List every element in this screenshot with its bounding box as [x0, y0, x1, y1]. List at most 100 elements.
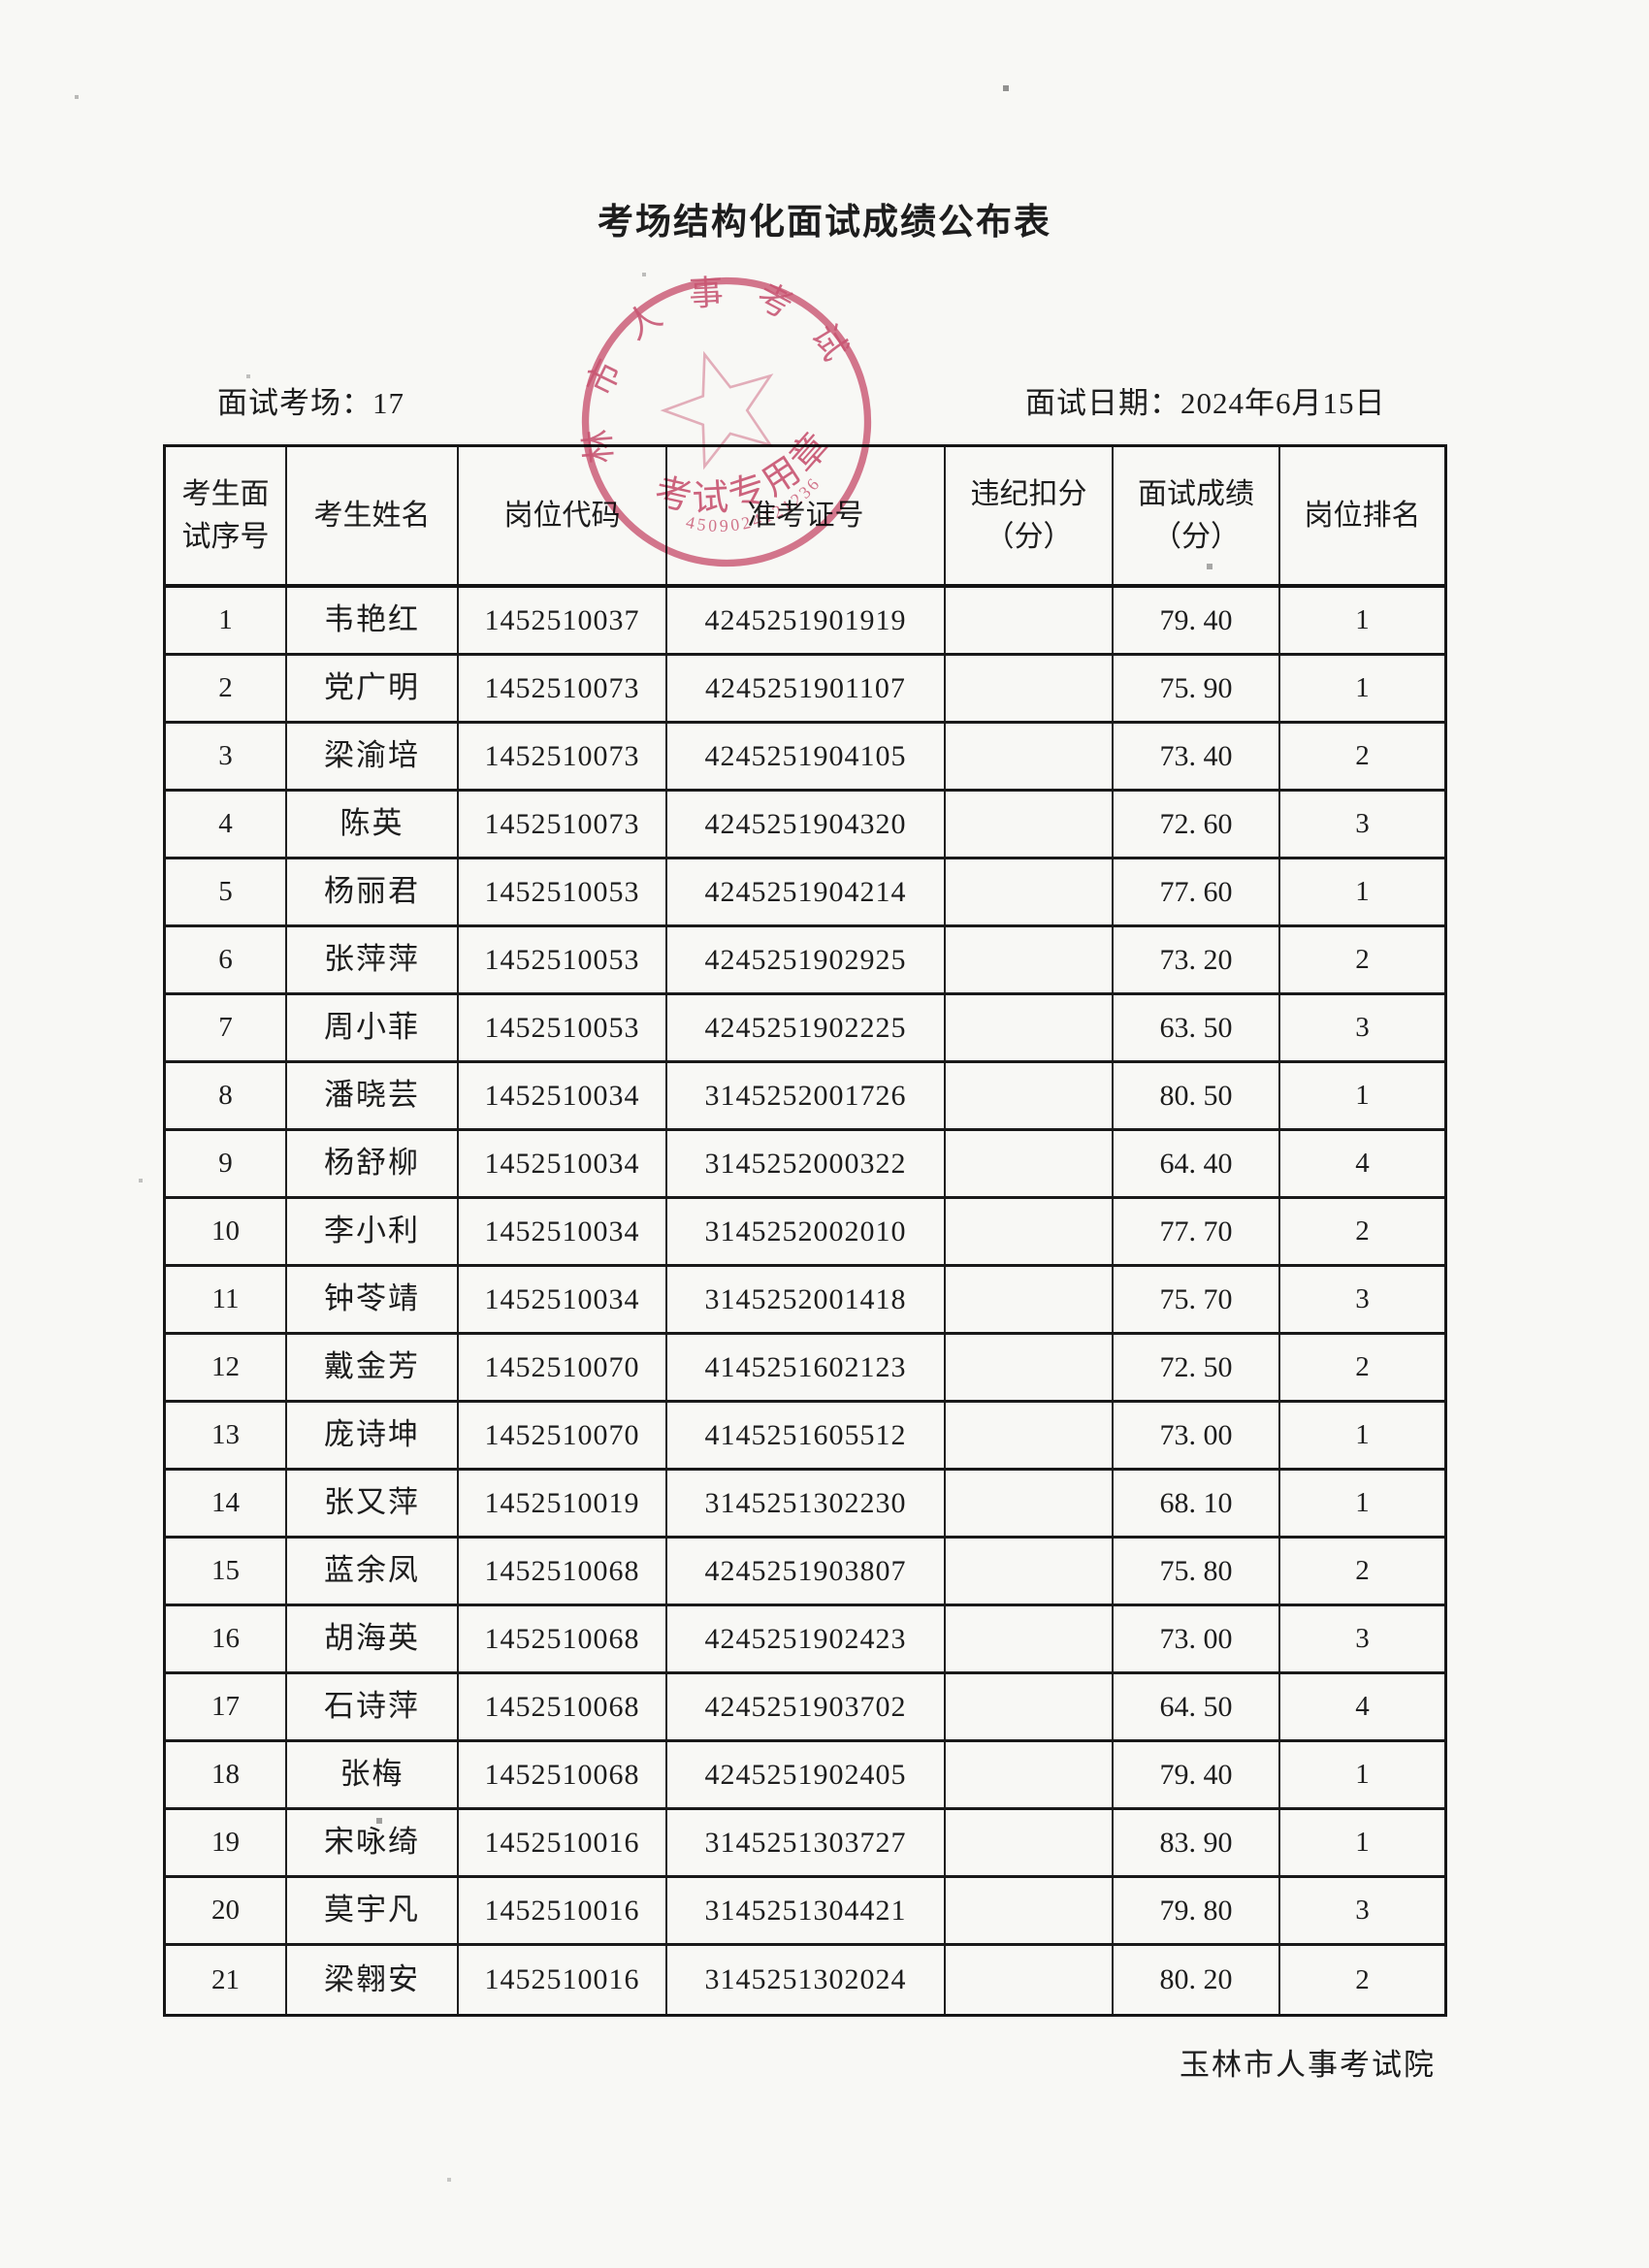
table-row: 17 石诗萍 1452510068 4245251903702 64. 50 4 [166, 1674, 1444, 1742]
cell-name: 李小利 [287, 1199, 459, 1264]
cell-ticket-no: 4245251902423 [667, 1606, 946, 1671]
cell-rank: 2 [1355, 1963, 1370, 1995]
cell-score: 68. 10 [1114, 1471, 1280, 1536]
cell-name: 党广明 [287, 656, 459, 721]
cell-name: 石诗萍 [287, 1674, 459, 1739]
table-row: 21 梁翱安 1452510016 3145251302024 80. 20 2 [166, 1946, 1444, 2014]
cell-seq: 14 [166, 1471, 287, 1536]
cell-name: 戴金芳 [287, 1335, 459, 1400]
cell-deduction [946, 1471, 1114, 1536]
cell-ticket-no: 4245251904320 [667, 792, 946, 857]
cell-rank: 3 [1355, 1283, 1370, 1315]
cell-job-code: 1452510053 [459, 927, 667, 992]
cell-deduction [946, 656, 1114, 721]
cell-ticket-no: 3145251302024 [667, 1946, 946, 2014]
cell-deduction [946, 1606, 1114, 1671]
cell-job-code: 1452510073 [459, 656, 667, 721]
cell-job-code: 1452510034 [459, 1267, 667, 1332]
header-name: 考生姓名 [287, 447, 459, 584]
cell-ticket-no: 4245251904214 [667, 859, 946, 924]
cell-seq: 21 [166, 1946, 287, 2014]
cell-seq: 9 [166, 1131, 287, 1196]
cell-seq: 20 [166, 1878, 287, 1943]
table-row: 1 韦艳红 1452510037 4245251901919 79. 40 1 [166, 588, 1444, 656]
cell-name: 张萍萍 [287, 927, 459, 992]
cell-job-code: 1452510068 [459, 1539, 667, 1604]
cell-deduction [946, 1131, 1114, 1196]
cell-seq: 12 [166, 1335, 287, 1400]
table-header-row: 考生面 试序号 考生姓名 岗位代码 准考证号 违纪扣分 （分） 面试成绩 （分）… [166, 447, 1444, 588]
table-row: 4 陈英 1452510073 4245251904320 72. 60 3 [166, 792, 1444, 859]
table-row: 12 戴金芳 1452510070 4145251602123 72. 50 2 [166, 1335, 1444, 1403]
cell-seq: 3 [166, 724, 287, 789]
cell-job-code: 1452510068 [459, 1606, 667, 1671]
cell-score: 75. 70 [1114, 1267, 1280, 1332]
exam-room-label: 面试考场：17 [217, 386, 404, 420]
cell-ticket-no: 4245251902405 [667, 1742, 946, 1807]
cell-job-code: 1452510053 [459, 995, 667, 1060]
cell-rank: 2 [1355, 944, 1370, 976]
table-row: 7 周小菲 1452510053 4245251902225 63. 50 3 [166, 995, 1444, 1063]
table-row: 5 杨丽君 1452510053 4245251904214 77. 60 1 [166, 859, 1444, 927]
table-row: 10 李小利 1452510034 3145252002010 77. 70 2 [166, 1199, 1444, 1267]
cell-rank: 3 [1355, 1012, 1370, 1044]
cell-name: 张又萍 [287, 1471, 459, 1536]
cell-job-code: 1452510070 [459, 1335, 667, 1400]
cell-name: 韦艳红 [287, 588, 459, 653]
header-seq: 考生面 试序号 [166, 447, 287, 584]
cell-rank: 2 [1355, 1351, 1370, 1383]
cell-score: 77. 70 [1114, 1199, 1280, 1264]
cell-ticket-no: 3145251303727 [667, 1810, 946, 1875]
cell-name: 宋咏绮 [287, 1810, 459, 1875]
cell-score: 75. 90 [1114, 656, 1280, 721]
cell-job-code: 1452510070 [459, 1403, 667, 1468]
cell-seq: 8 [166, 1063, 287, 1128]
cell-job-code: 1452510068 [459, 1674, 667, 1739]
cell-rank: 4 [1355, 1691, 1370, 1723]
cell-name: 潘晓芸 [287, 1063, 459, 1128]
cell-name: 周小菲 [287, 995, 459, 1060]
cell-name: 庞诗坤 [287, 1403, 459, 1468]
cell-rank: 1 [1355, 1080, 1370, 1112]
cell-rank: 3 [1355, 1895, 1370, 1927]
cell-name: 张梅 [287, 1742, 459, 1807]
cell-rank: 4 [1355, 1148, 1370, 1180]
cell-score: 73. 00 [1114, 1606, 1280, 1671]
cell-deduction [946, 1946, 1114, 2014]
cell-name: 蓝余凤 [287, 1539, 459, 1604]
cell-score: 80. 50 [1114, 1063, 1280, 1128]
table-row: 8 潘晓芸 1452510034 3145252001726 80. 50 1 [166, 1063, 1444, 1131]
cell-ticket-no: 3145252001418 [667, 1267, 946, 1332]
cell-job-code: 1452510068 [459, 1742, 667, 1807]
cell-rank: 3 [1355, 808, 1370, 840]
cell-ticket-no: 4245251903807 [667, 1539, 946, 1604]
cell-ticket-no: 3145252001726 [667, 1063, 946, 1128]
cell-rank: 3 [1355, 1623, 1370, 1655]
cell-ticket-no: 4145251605512 [667, 1403, 946, 1468]
cell-seq: 2 [166, 656, 287, 721]
cell-rank: 1 [1355, 604, 1370, 636]
page-title: 考场结构化面试成绩公布表 [598, 202, 1051, 242]
cell-deduction [946, 1878, 1114, 1943]
table-row: 14 张又萍 1452510019 3145251302230 68. 10 1 [166, 1471, 1444, 1539]
cell-score: 77. 60 [1114, 859, 1280, 924]
table-row: 15 蓝余凤 1452510068 4245251903807 75. 80 2 [166, 1539, 1444, 1606]
header-ticket-no: 准考证号 [667, 447, 946, 584]
cell-rank: 1 [1355, 1759, 1370, 1791]
cell-rank: 2 [1355, 1555, 1370, 1587]
cell-deduction [946, 1674, 1114, 1739]
cell-deduction [946, 1403, 1114, 1468]
table-row: 20 莫宇凡 1452510016 3145251304421 79. 80 3 [166, 1878, 1444, 1946]
cell-job-code: 1452510034 [459, 1199, 667, 1264]
header-rank: 岗位排名 [1304, 499, 1421, 532]
cell-deduction [946, 995, 1114, 1060]
header-deduction: 违纪扣分 （分） [946, 447, 1114, 584]
table-row: 11 钟苓靖 1452510034 3145252001418 75. 70 3 [166, 1267, 1444, 1335]
table-row: 6 张萍萍 1452510053 4245251902925 73. 20 2 [166, 927, 1444, 995]
cell-ticket-no: 4245251901919 [667, 588, 946, 653]
cell-ticket-no: 3145252000322 [667, 1131, 946, 1196]
cell-seq: 7 [166, 995, 287, 1060]
cell-seq: 17 [166, 1674, 287, 1739]
cell-rank: 1 [1355, 1827, 1370, 1859]
